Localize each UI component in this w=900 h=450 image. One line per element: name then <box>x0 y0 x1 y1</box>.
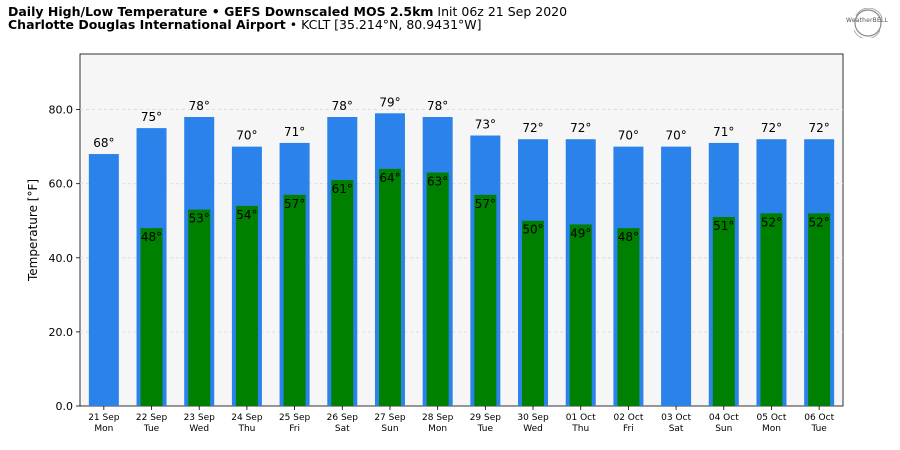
label-high: 72° <box>570 121 591 135</box>
label-high: 70° <box>665 129 686 143</box>
x-tick-date: 24 Sep <box>231 413 263 423</box>
logo-text: WeatherBELL <box>846 17 889 24</box>
y-axis-label: Temperature [°F] <box>26 179 40 282</box>
bar-low <box>569 224 592 406</box>
bar-low <box>426 172 449 406</box>
x-tick-date: 05 Oct <box>757 413 787 423</box>
label-high: 72° <box>809 121 830 135</box>
x-tick-date: 21 Sep <box>88 413 120 423</box>
x-tick-date: 26 Sep <box>327 413 359 423</box>
y-tick-label: 60.0 <box>49 178 74 191</box>
label-high: 70° <box>618 129 639 143</box>
x-tick-date: 06 Oct <box>804 413 834 423</box>
label-low: 57° <box>475 197 496 211</box>
x-tick-date: 01 Oct <box>566 413 596 423</box>
x-tick-day: Mon <box>428 424 447 434</box>
label-low: 54° <box>236 208 257 222</box>
label-low: 52° <box>761 215 782 229</box>
label-high: 73° <box>475 118 496 132</box>
label-high: 79° <box>379 95 400 109</box>
x-tick-day: Fri <box>623 424 634 434</box>
bar-low <box>235 205 258 406</box>
x-tick-date: 29 Sep <box>470 413 502 423</box>
x-tick-day: Tue <box>143 424 160 434</box>
label-high: 78° <box>332 99 353 113</box>
label-low: 63° <box>427 175 448 189</box>
label-high: 71° <box>713 125 734 139</box>
label-low: 57° <box>284 197 305 211</box>
y-axis: 0.0 20.0 40.0 60.0 80.0 <box>49 104 80 413</box>
chart-subtitle-station: Charlotte Douglas International Airport <box>8 17 286 32</box>
x-tick-date: 22 Sep <box>136 413 168 423</box>
bar-low <box>760 213 783 406</box>
label-low: 48° <box>141 230 162 244</box>
label-low: 53° <box>189 212 210 226</box>
x-tick-day: Sun <box>715 424 732 434</box>
label-low: 48° <box>618 230 639 244</box>
y-tick-label: 40.0 <box>49 252 74 265</box>
x-tick-day: Tue <box>810 424 827 434</box>
label-high: 70° <box>236 129 257 143</box>
x-tick-date: 23 Sep <box>184 413 216 423</box>
x-tick-date: 03 Oct <box>661 413 691 423</box>
label-low: 61° <box>332 182 353 196</box>
chart-subtitle-coords: • KCLT [35.214°N, 80.9431°W] <box>285 17 482 32</box>
x-tick-day: Wed <box>189 424 209 434</box>
bar-high <box>88 154 119 406</box>
y-tick-label: 80.0 <box>49 104 74 117</box>
label-high: 78° <box>427 99 448 113</box>
x-tick-date: 27 Sep <box>374 413 406 423</box>
x-tick-date: 30 Sep <box>517 413 549 423</box>
y-tick-label: 20.0 <box>49 326 74 339</box>
x-tick-day: Sat <box>669 424 684 434</box>
x-tick-day: Sun <box>381 424 398 434</box>
bar-high <box>661 146 692 406</box>
chart-title: Daily High/Low Temperature • GEFS Downsc… <box>8 5 567 19</box>
label-high: 68° <box>93 136 114 150</box>
chart-title-main: Daily High/Low Temperature • GEFS Downsc… <box>8 4 434 19</box>
label-high: 71° <box>284 125 305 139</box>
weatherbell-logo-icon <box>853 8 883 38</box>
label-low: 52° <box>809 215 830 229</box>
label-high: 78° <box>189 99 210 113</box>
x-tick-day: Wed <box>523 424 543 434</box>
label-low: 50° <box>522 223 543 237</box>
x-tick-day: Sat <box>335 424 350 434</box>
x-tick-day: Tue <box>477 424 494 434</box>
bar-low <box>808 213 831 406</box>
chart-title-init: Init 06z 21 Sep 2020 <box>433 4 568 19</box>
x-tick-day: Thu <box>237 424 255 434</box>
y-tick-label: 0.0 <box>56 400 74 413</box>
bar-low <box>283 194 306 406</box>
bar-low <box>140 228 163 406</box>
bar-low <box>474 194 497 406</box>
x-tick-date: 28 Sep <box>422 413 454 423</box>
bar-low <box>188 209 211 406</box>
x-tick-date: 25 Sep <box>279 413 311 423</box>
label-low: 49° <box>570 226 591 240</box>
label-low: 64° <box>379 171 400 185</box>
bar-low <box>378 168 401 406</box>
x-tick-day: Mon <box>762 424 781 434</box>
bar-low <box>331 179 354 406</box>
data-labels-group: 68° 75° 48° 78° 53° 70° 54° 71° 57° 78° 61° 79° 64° 7… <box>93 95 830 244</box>
label-high: 72° <box>761 121 782 135</box>
x-tick-date: 04 Oct <box>709 413 739 423</box>
bar-low <box>522 220 545 406</box>
x-tick-day: Thu <box>571 424 589 434</box>
chart-subtitle: Charlotte Douglas International Airport … <box>8 18 482 32</box>
bar-low <box>712 217 735 406</box>
label-high: 72° <box>522 121 543 135</box>
bars-group <box>88 113 835 406</box>
bar-low <box>617 228 640 406</box>
x-tick-day: Fri <box>289 424 300 434</box>
x-tick-day: Mon <box>94 424 113 434</box>
x-tick-date: 02 Oct <box>613 413 643 423</box>
label-high: 75° <box>141 110 162 124</box>
label-low: 51° <box>713 219 734 233</box>
